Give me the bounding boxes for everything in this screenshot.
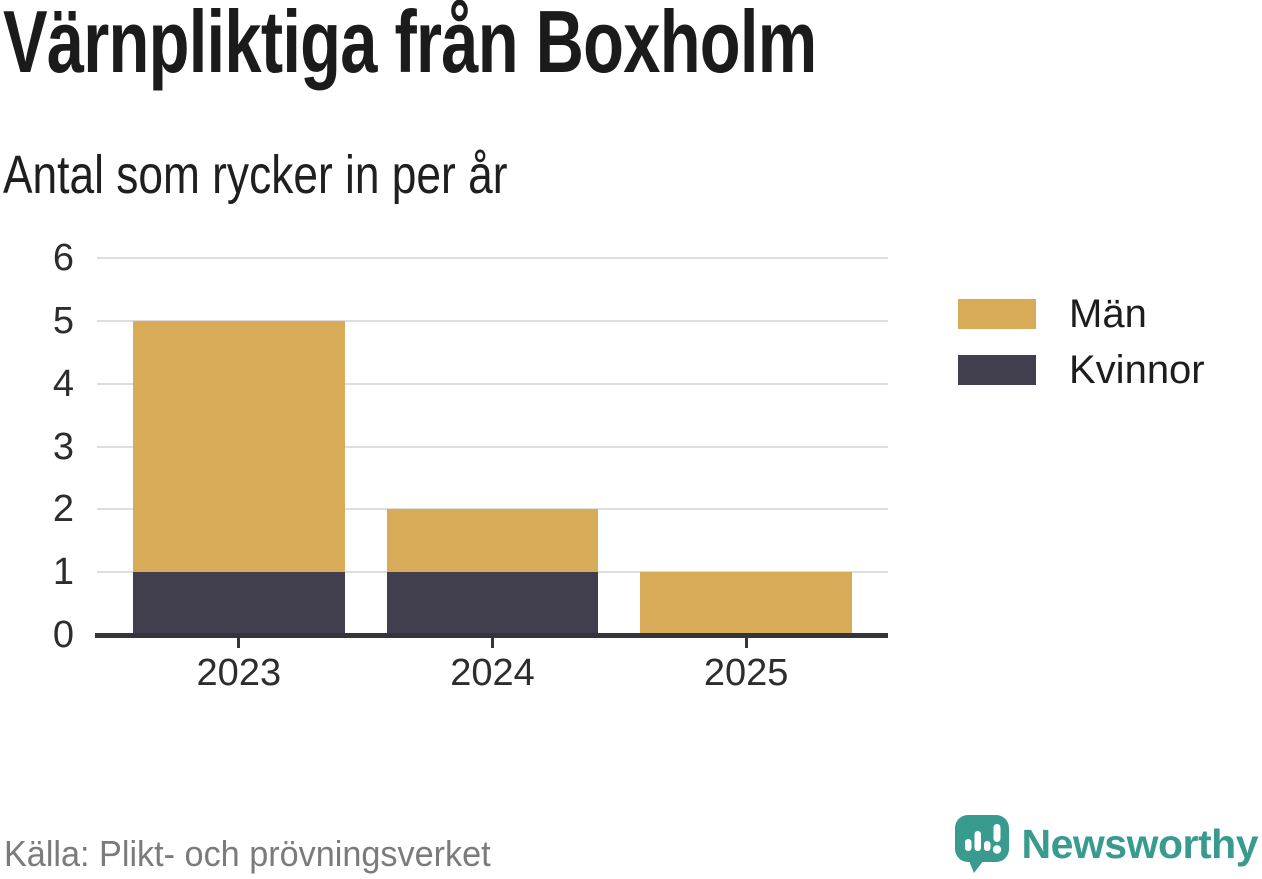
- source-attribution: Källa: Plikt- och prövningsverket: [4, 833, 491, 874]
- legend: Män Kvinnor: [958, 292, 1205, 392]
- legend-swatch-women: [958, 355, 1036, 385]
- bar-segment-2024-män: [386, 509, 599, 573]
- bar-segment-2023-kvinnor: [133, 572, 345, 635]
- y-axis-tick-label: 3: [52, 425, 74, 468]
- newsworthy-logo: Newsworthy: [954, 814, 1259, 874]
- legend-item-men: Män: [958, 292, 1205, 336]
- y-axis-tick-label: 2: [52, 488, 74, 531]
- bar-segment-2023-män: [133, 320, 345, 573]
- y-axis-tick-label: 5: [52, 299, 74, 342]
- x-axis-tick: [744, 635, 748, 648]
- legend-label-women: Kvinnor: [1069, 347, 1205, 392]
- y-axis-tick-label: 6: [52, 237, 74, 279]
- gridline-y-6: [97, 257, 888, 259]
- legend-item-women: Kvinnor: [958, 348, 1205, 392]
- chart-title: Värnpliktiga från Boxholm: [3, 0, 817, 91]
- y-axis-tick-label: 0: [52, 614, 74, 656]
- x-axis-tick: [491, 635, 494, 648]
- newsworthy-wordmark: Newsworthy: [1021, 821, 1259, 867]
- x-axis-tick: [237, 635, 241, 648]
- y-axis-tick-label: 4: [52, 362, 74, 405]
- gridline-y-4: [97, 382, 888, 385]
- bar-segment-2025-män: [640, 572, 852, 635]
- chart-subtitle: Antal som rycker in per år: [3, 145, 508, 205]
- x-axis-line: [95, 633, 888, 638]
- bar-segment-2024-kvinnor: [386, 572, 599, 635]
- x-axis-tick-label: 2025: [703, 652, 789, 694]
- x-axis-tick-label: 2023: [196, 652, 282, 694]
- legend-label-men: Män: [1069, 291, 1147, 336]
- newsworthy-bubble-chart-icon: [954, 815, 1009, 873]
- gridline-y-3: [97, 445, 888, 448]
- x-axis-tick-label: 2024: [450, 652, 535, 694]
- legend-swatch-men: [958, 299, 1036, 329]
- y-axis-tick-label: 1: [52, 551, 74, 594]
- gridline-y-5: [97, 319, 888, 322]
